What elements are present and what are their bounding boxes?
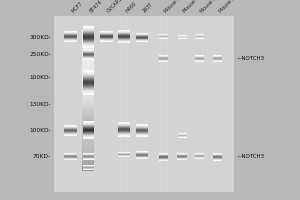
Text: Mouse skeletal muscle: Mouse skeletal muscle <box>218 0 260 14</box>
Text: 100KD-: 100KD- <box>29 128 51 133</box>
Text: Mouse lung: Mouse lung <box>164 0 187 14</box>
Text: 300KD-: 300KD- <box>29 35 51 40</box>
Text: 250KD-: 250KD- <box>29 52 51 57</box>
Text: MCF7: MCF7 <box>70 1 83 14</box>
Text: 100KD-: 100KD- <box>29 75 51 80</box>
Text: Mouse heart: Mouse heart <box>182 0 207 14</box>
Text: 130KD-: 130KD- <box>29 102 51 106</box>
Text: H460: H460 <box>124 1 137 14</box>
Text: 293T: 293T <box>142 2 154 14</box>
Text: BT474: BT474 <box>88 0 103 14</box>
Text: —NOTCH3: —NOTCH3 <box>237 56 265 61</box>
Text: Mouse kidney: Mouse kidney <box>200 0 227 14</box>
Text: OVCAR3: OVCAR3 <box>106 0 124 14</box>
Text: —NOTCH3: —NOTCH3 <box>237 154 265 159</box>
Text: 70KD-: 70KD- <box>33 154 51 159</box>
